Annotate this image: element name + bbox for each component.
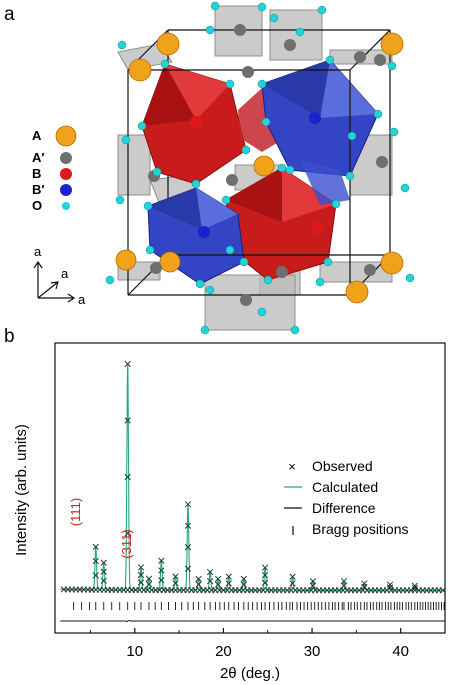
difference-series	[60, 620, 445, 622]
legend-entry-a: A	[32, 125, 77, 147]
difference-line	[60, 620, 445, 622]
observed-point	[386, 581, 394, 588]
observed-point	[214, 575, 222, 583]
observed-point	[386, 584, 394, 591]
atom-legend: A A′ B B′ O	[32, 125, 77, 213]
svg-text:A: A	[32, 128, 42, 143]
peak-label-111: (111)	[68, 498, 83, 526]
legend-entry-b: B	[32, 166, 72, 181]
observed-point	[411, 584, 419, 592]
x-tick-label: 40	[392, 643, 409, 660]
legend-entry-bprime: B′	[32, 182, 72, 197]
observed-point	[158, 567, 165, 574]
a-atoms	[115, 32, 404, 304]
svg-text:A′: A′	[32, 150, 45, 165]
observed-point	[92, 557, 99, 565]
observed-point	[289, 573, 296, 580]
observed-point	[309, 582, 317, 589]
svg-text:Bragg positions: Bragg positions	[312, 521, 409, 537]
svg-text:×: ×	[288, 459, 296, 474]
calculated-series	[60, 365, 445, 591]
axis-label-diag: a	[61, 266, 69, 281]
observed-point	[214, 581, 222, 588]
observed-point	[340, 578, 348, 585]
observed-point	[145, 575, 153, 582]
legend-difference: Difference	[284, 500, 376, 516]
legend-observed: × Observed	[288, 458, 373, 474]
observed-point	[100, 577, 107, 584]
observed-point	[100, 559, 107, 566]
observed-point	[261, 564, 269, 571]
panel-b-label: b	[4, 326, 15, 347]
observed-point	[158, 577, 165, 584]
observed-point	[158, 557, 165, 564]
legend-entry-o: O	[32, 198, 70, 213]
aprime-atoms	[148, 24, 388, 306]
observed-point	[100, 568, 107, 575]
x-tick-label: 10	[126, 643, 143, 660]
panel-a-label: a	[4, 4, 15, 25]
legend-bragg: Bragg positions	[292, 521, 409, 537]
x-axis-label: 2θ (deg.)	[220, 665, 280, 682]
observed-series	[60, 360, 446, 594]
observed-point	[240, 581, 247, 588]
legend-entry-aprime: A′	[32, 150, 72, 165]
y-axis-label: Intensity (arb. units)	[13, 424, 30, 556]
observed-point	[92, 572, 99, 579]
svg-text:Difference: Difference	[312, 500, 376, 516]
axis-label-up: a	[34, 244, 42, 259]
observed-point	[124, 530, 131, 537]
observed-point	[411, 582, 419, 589]
observed-point	[225, 573, 232, 580]
observed-point	[124, 473, 131, 481]
observed-point	[184, 501, 192, 508]
axis-label-right: a	[78, 292, 86, 307]
x-tick-label: 30	[304, 643, 321, 660]
observed-point	[309, 578, 317, 585]
x-axis-ticks: 10 20 30 40	[89, 628, 446, 660]
observed-point	[137, 571, 145, 579]
observed-point	[124, 417, 131, 424]
peak-label-311: (311)	[119, 529, 134, 558]
observed-point	[184, 522, 192, 529]
xrd-chart: Intensity (arb. units) 10 20 30 40 (111) (3…	[13, 342, 446, 682]
observed-point	[439, 587, 446, 594]
o-atoms	[105, 1, 415, 335]
x-tick-label: 20	[215, 643, 232, 660]
observed-point	[361, 580, 368, 587]
observed-point	[184, 565, 192, 572]
svg-text:O: O	[32, 198, 42, 213]
observed-point	[172, 573, 179, 580]
observed-point	[172, 580, 179, 587]
calculated-line	[60, 365, 445, 591]
axis-triad	[33, 260, 76, 303]
observed-point	[206, 577, 214, 585]
observed-point	[195, 581, 202, 588]
observed-point	[137, 564, 145, 571]
plot-frame	[54, 342, 446, 634]
observed-point	[137, 579, 145, 586]
observed-point	[145, 581, 153, 588]
observed-point	[92, 543, 99, 550]
chart-legend: × Observed Calculated Difference Bragg p…	[284, 458, 409, 537]
observed-point	[289, 580, 296, 587]
observed-point	[261, 572, 269, 579]
crystal-structure	[105, 1, 415, 335]
observed-point	[240, 575, 247, 583]
svg-text:Calculated: Calculated	[312, 479, 378, 495]
observed-point	[124, 360, 131, 368]
observed-point	[195, 575, 202, 583]
observed-point	[184, 544, 192, 551]
bragg-positions-series	[73, 602, 445, 610]
observed-point	[206, 568, 214, 576]
svg-text:B′: B′	[32, 182, 45, 197]
observed-point	[225, 580, 232, 587]
svg-text:B: B	[32, 166, 41, 181]
observed-point	[261, 579, 269, 586]
svg-text:Observed: Observed	[312, 458, 373, 474]
observed-point	[340, 582, 348, 589]
legend-calculated: Calculated	[284, 479, 378, 495]
